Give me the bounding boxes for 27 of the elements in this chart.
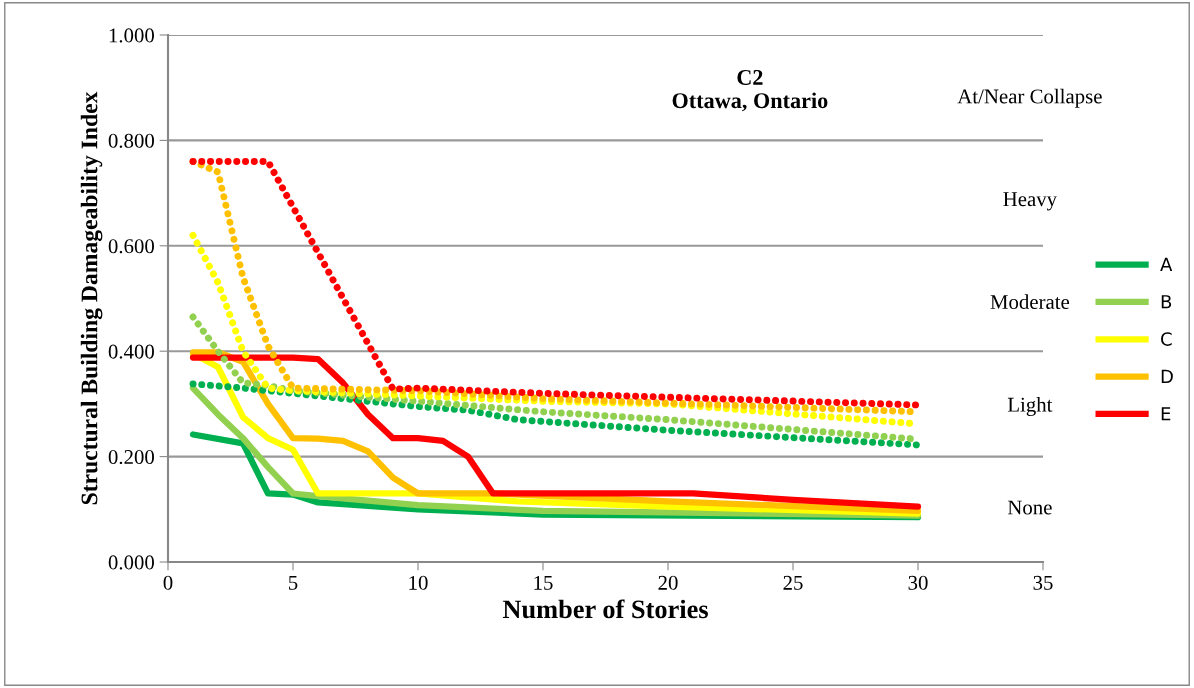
annotation: At/Near Collapse	[957, 88, 1102, 108]
x-tick-label: 0	[163, 575, 173, 590]
x-tick-label: 20	[658, 575, 678, 590]
text: C2 Ottawa, Ontario	[672, 69, 828, 112]
x-tick-label: 35	[1033, 575, 1053, 590]
x-tick-label: 25	[783, 575, 803, 590]
legend-label: C	[1161, 332, 1172, 346]
x-tick-label: 5	[289, 576, 298, 590]
x-tick-label: 30	[908, 575, 928, 590]
y-tick-label: 1.000	[109, 28, 155, 43]
legend-label: B	[1161, 295, 1172, 309]
x-tick-label: 10	[409, 575, 428, 590]
annotation: Light	[1007, 397, 1053, 417]
y-tick-label: 0.600	[108, 239, 155, 254]
y-tick-label: 0.200	[108, 449, 155, 465]
x-axis-title: Number of Stories	[502, 599, 708, 619]
annotation: Heavy	[1003, 192, 1057, 211]
y-tick-label: 0.400	[108, 344, 155, 359]
y-tick-label: 0.800	[108, 133, 155, 148]
annotation: None	[1007, 500, 1052, 515]
legend-label: A	[1160, 257, 1173, 271]
y-tick-label: 0.000	[108, 555, 155, 570]
x-tick-label: 15	[534, 575, 553, 590]
legend-label: E	[1161, 407, 1171, 421]
annotation: Moderate	[990, 294, 1070, 309]
legend-label: D	[1161, 369, 1173, 383]
y-axis-title: Structural Building Damageability Index	[80, 91, 103, 505]
